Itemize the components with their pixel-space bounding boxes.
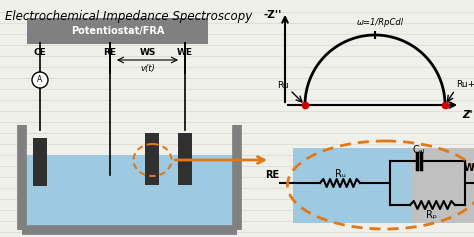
FancyBboxPatch shape: [27, 18, 209, 44]
Text: Ru+Rp: Ru+Rp: [456, 80, 474, 89]
Text: Z': Z': [462, 110, 473, 120]
Text: WS: WS: [139, 47, 155, 56]
Circle shape: [32, 72, 48, 88]
Text: RE: RE: [103, 47, 117, 56]
Bar: [178, 133, 192, 185]
Text: v(t): v(t): [140, 64, 155, 73]
Text: Ru: Ru: [277, 81, 289, 90]
Text: ω=1/RpCdl: ω=1/RpCdl: [356, 18, 403, 27]
Text: A: A: [37, 76, 43, 85]
Bar: [146, 133, 159, 185]
Text: WE: WE: [177, 47, 193, 56]
Text: RE: RE: [265, 170, 279, 180]
Text: Cₐₗ: Cₐₗ: [413, 145, 425, 155]
Text: WE: WE: [463, 163, 474, 173]
Text: Potentiostat/FRA: Potentiostat/FRA: [71, 26, 164, 36]
Bar: [26, 155, 233, 226]
Text: Electrochemical Impedance Spectroscopy: Electrochemical Impedance Spectroscopy: [5, 10, 252, 23]
Bar: [411, 148, 474, 223]
Bar: [33, 138, 47, 186]
Text: Rₚ: Rₚ: [427, 210, 438, 220]
Text: Rᵤ: Rᵤ: [335, 169, 346, 179]
Bar: [293, 148, 411, 223]
Text: CE: CE: [34, 47, 46, 56]
Text: -Z'': -Z'': [264, 10, 282, 20]
